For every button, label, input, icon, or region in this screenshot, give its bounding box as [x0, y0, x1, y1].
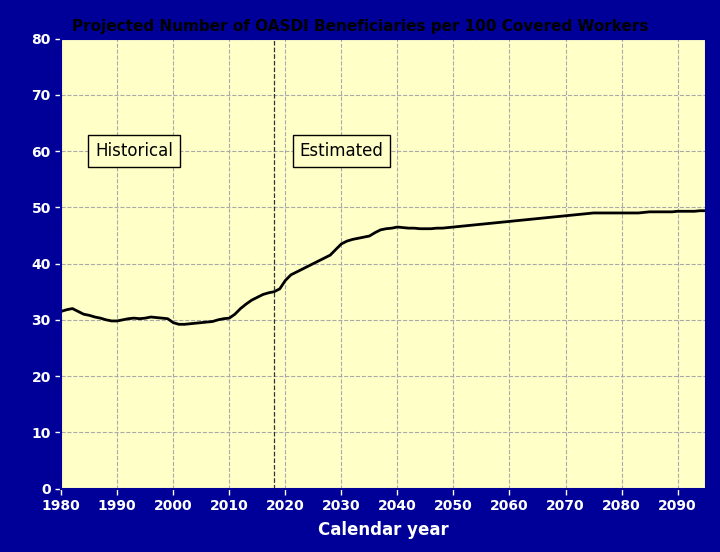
Text: Projected Number of OASDI Beneficiaries per 100 Covered Workers: Projected Number of OASDI Beneficiaries … [72, 19, 648, 34]
Text: Historical: Historical [95, 142, 173, 160]
Text: Estimated: Estimated [300, 142, 383, 160]
X-axis label: Calendar year: Calendar year [318, 521, 449, 539]
